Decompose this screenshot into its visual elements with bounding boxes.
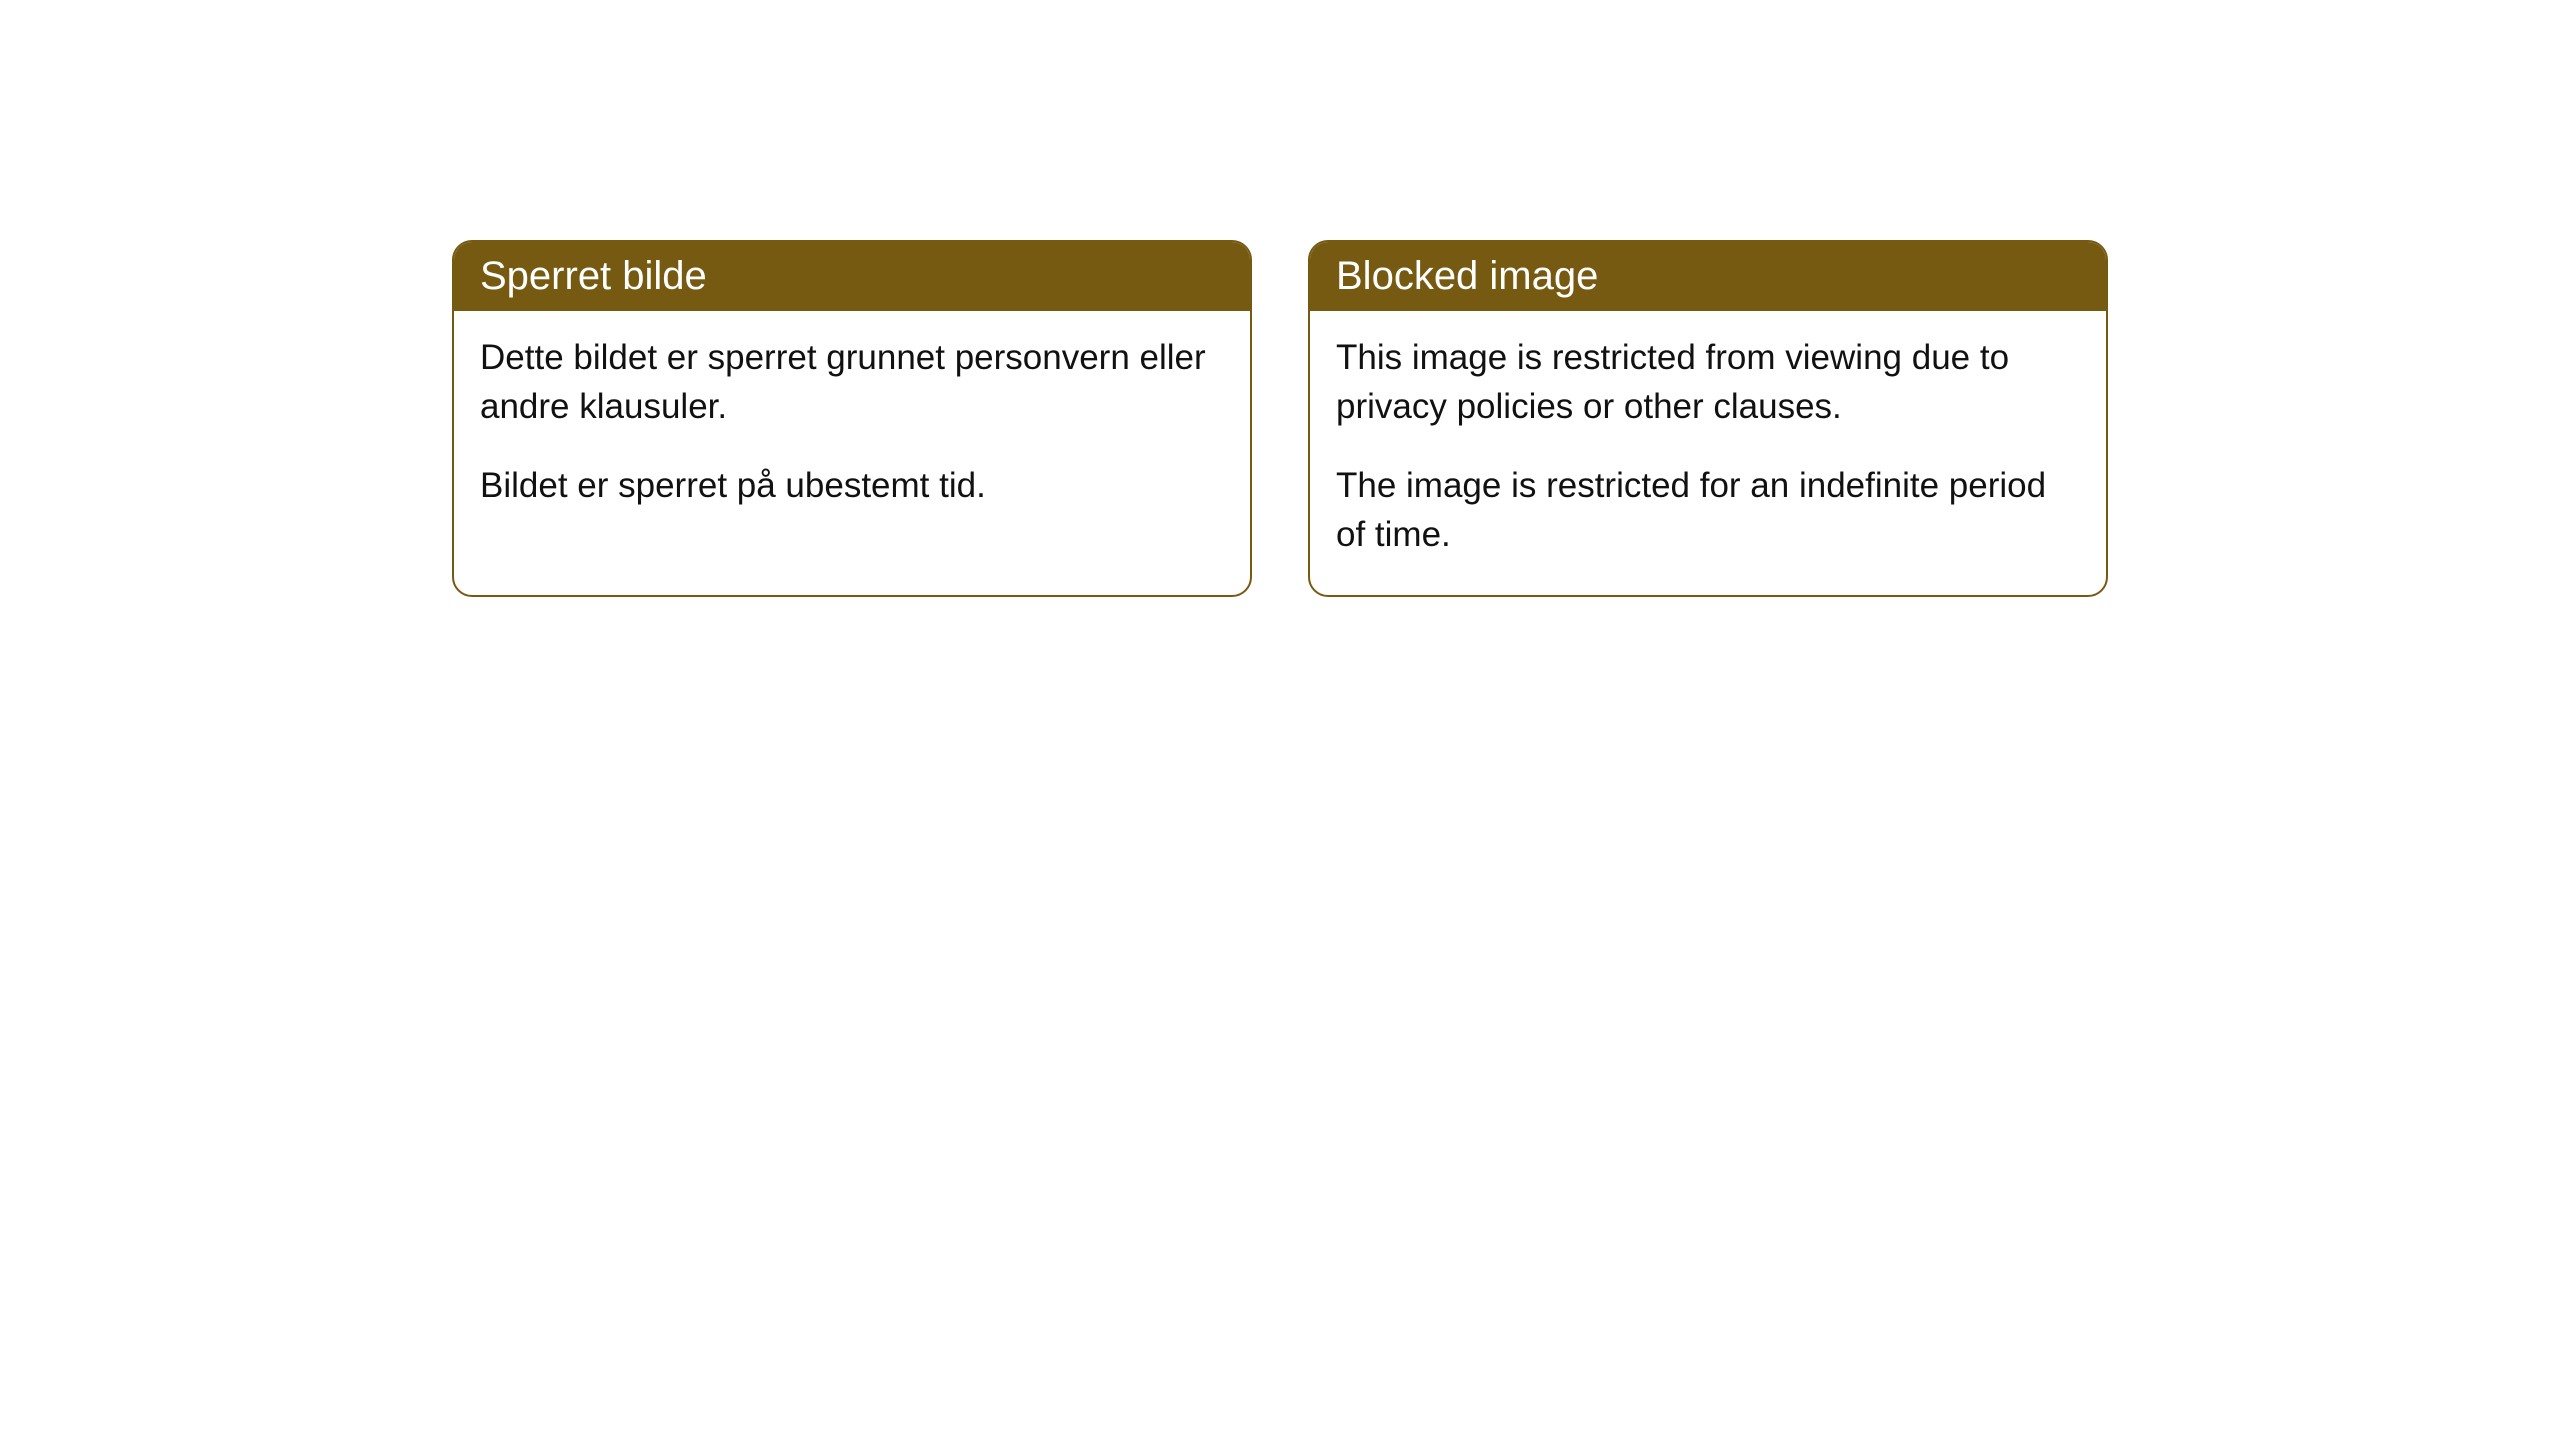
card-paragraph: The image is restricted for an indefinit… [1336,461,2080,559]
card-body-norwegian: Dette bildet er sperret grunnet personve… [454,311,1250,546]
card-paragraph: This image is restricted from viewing du… [1336,333,2080,431]
card-title-norwegian: Sperret bilde [454,242,1250,311]
card-title-english: Blocked image [1310,242,2106,311]
card-paragraph: Bildet er sperret på ubestemt tid. [480,461,1224,510]
notice-container: Sperret bilde Dette bildet er sperret gr… [0,240,2560,597]
card-body-english: This image is restricted from viewing du… [1310,311,2106,595]
card-paragraph: Dette bildet er sperret grunnet personve… [480,333,1224,431]
notice-card-norwegian: Sperret bilde Dette bildet er sperret gr… [452,240,1252,597]
notice-card-english: Blocked image This image is restricted f… [1308,240,2108,597]
